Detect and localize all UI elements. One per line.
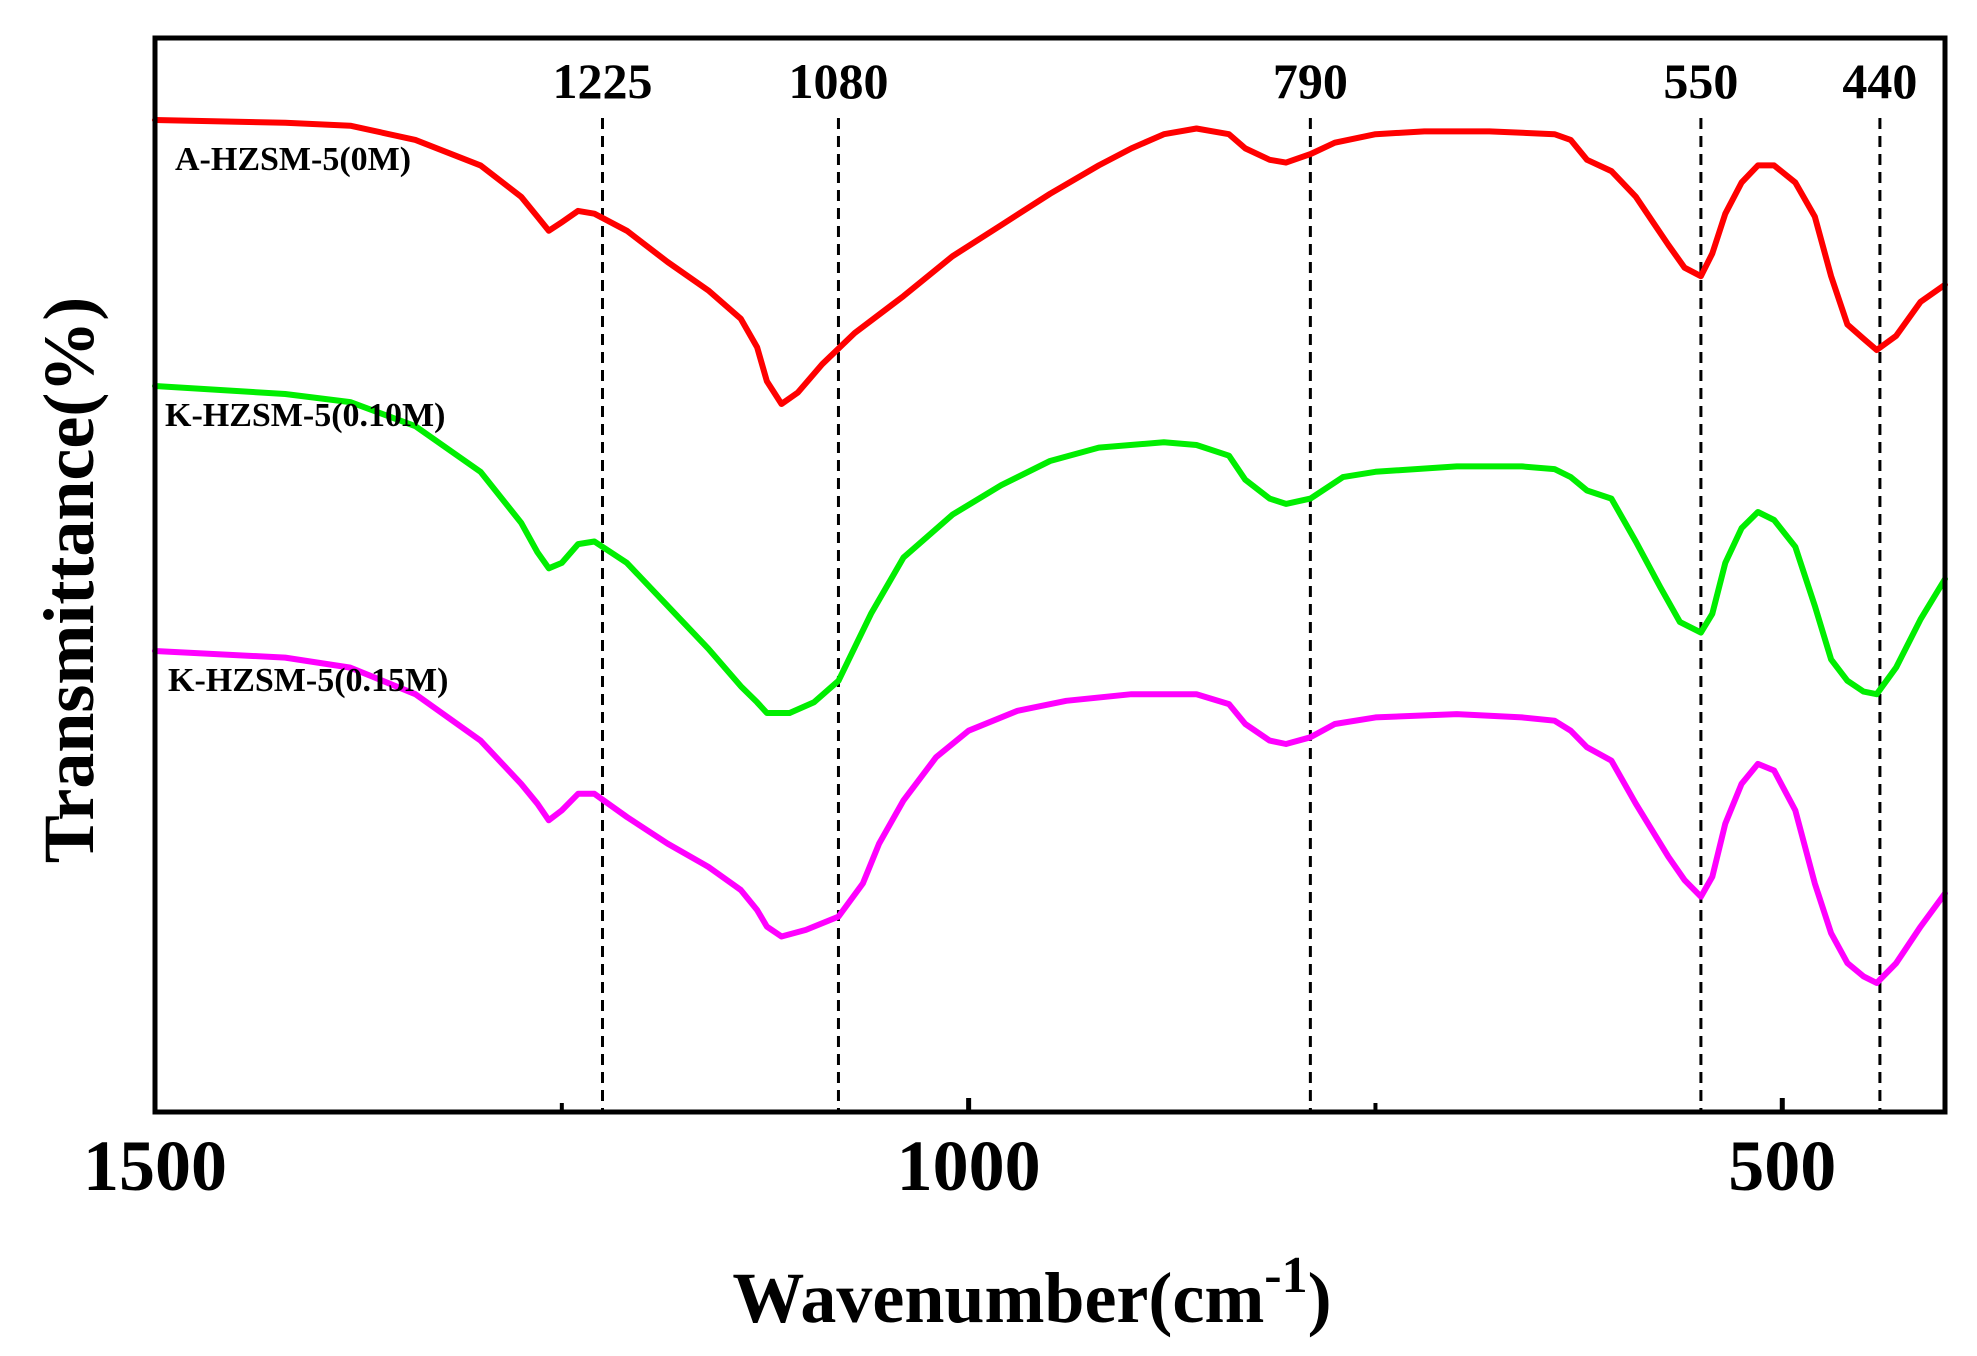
peak-marker-layer: 1225 1080 790 550 440: [553, 53, 1917, 1112]
peak-label-440: 440: [1842, 53, 1917, 109]
series-line-3: [152, 648, 1948, 986]
x-tick-layer: 1500 1000 500: [83, 1098, 1836, 1206]
series-label-layer: A-HZSM-5(0M) K-HZSM-5(0.10M) K-HZSM-5(0.15…: [165, 141, 448, 699]
peak-label-1225: 1225: [553, 53, 653, 109]
series-label-1: A-HZSM-5(0M): [175, 141, 411, 178]
peak-label-1080: 1080: [788, 53, 888, 109]
x-tick-label-1000: 1000: [897, 1126, 1041, 1206]
series-label-2: K-HZSM-5(0.10M): [165, 397, 445, 434]
y-axis-title: Transmittance(%): [29, 297, 109, 864]
plot-frame: [152, 35, 1948, 1115]
series-line-2: [152, 383, 1948, 716]
x-axis-title-superscript: -1: [1264, 1247, 1307, 1304]
x-axis-title-close: ): [1308, 1258, 1332, 1338]
series-label-3: K-HZSM-5(0.15M): [168, 662, 448, 699]
x-axis-title-main: Wavenumber(cm: [732, 1258, 1264, 1338]
peak-label-790: 790: [1273, 53, 1348, 109]
series-layer: [152, 117, 1948, 986]
x-tick-label-500: 500: [1728, 1126, 1836, 1206]
x-tick-label-1500: 1500: [83, 1126, 227, 1206]
x-axis-title: Wavenumber(cm-1): [732, 1247, 1331, 1338]
peak-label-550: 550: [1663, 53, 1738, 109]
series-line-1: [152, 117, 1948, 407]
